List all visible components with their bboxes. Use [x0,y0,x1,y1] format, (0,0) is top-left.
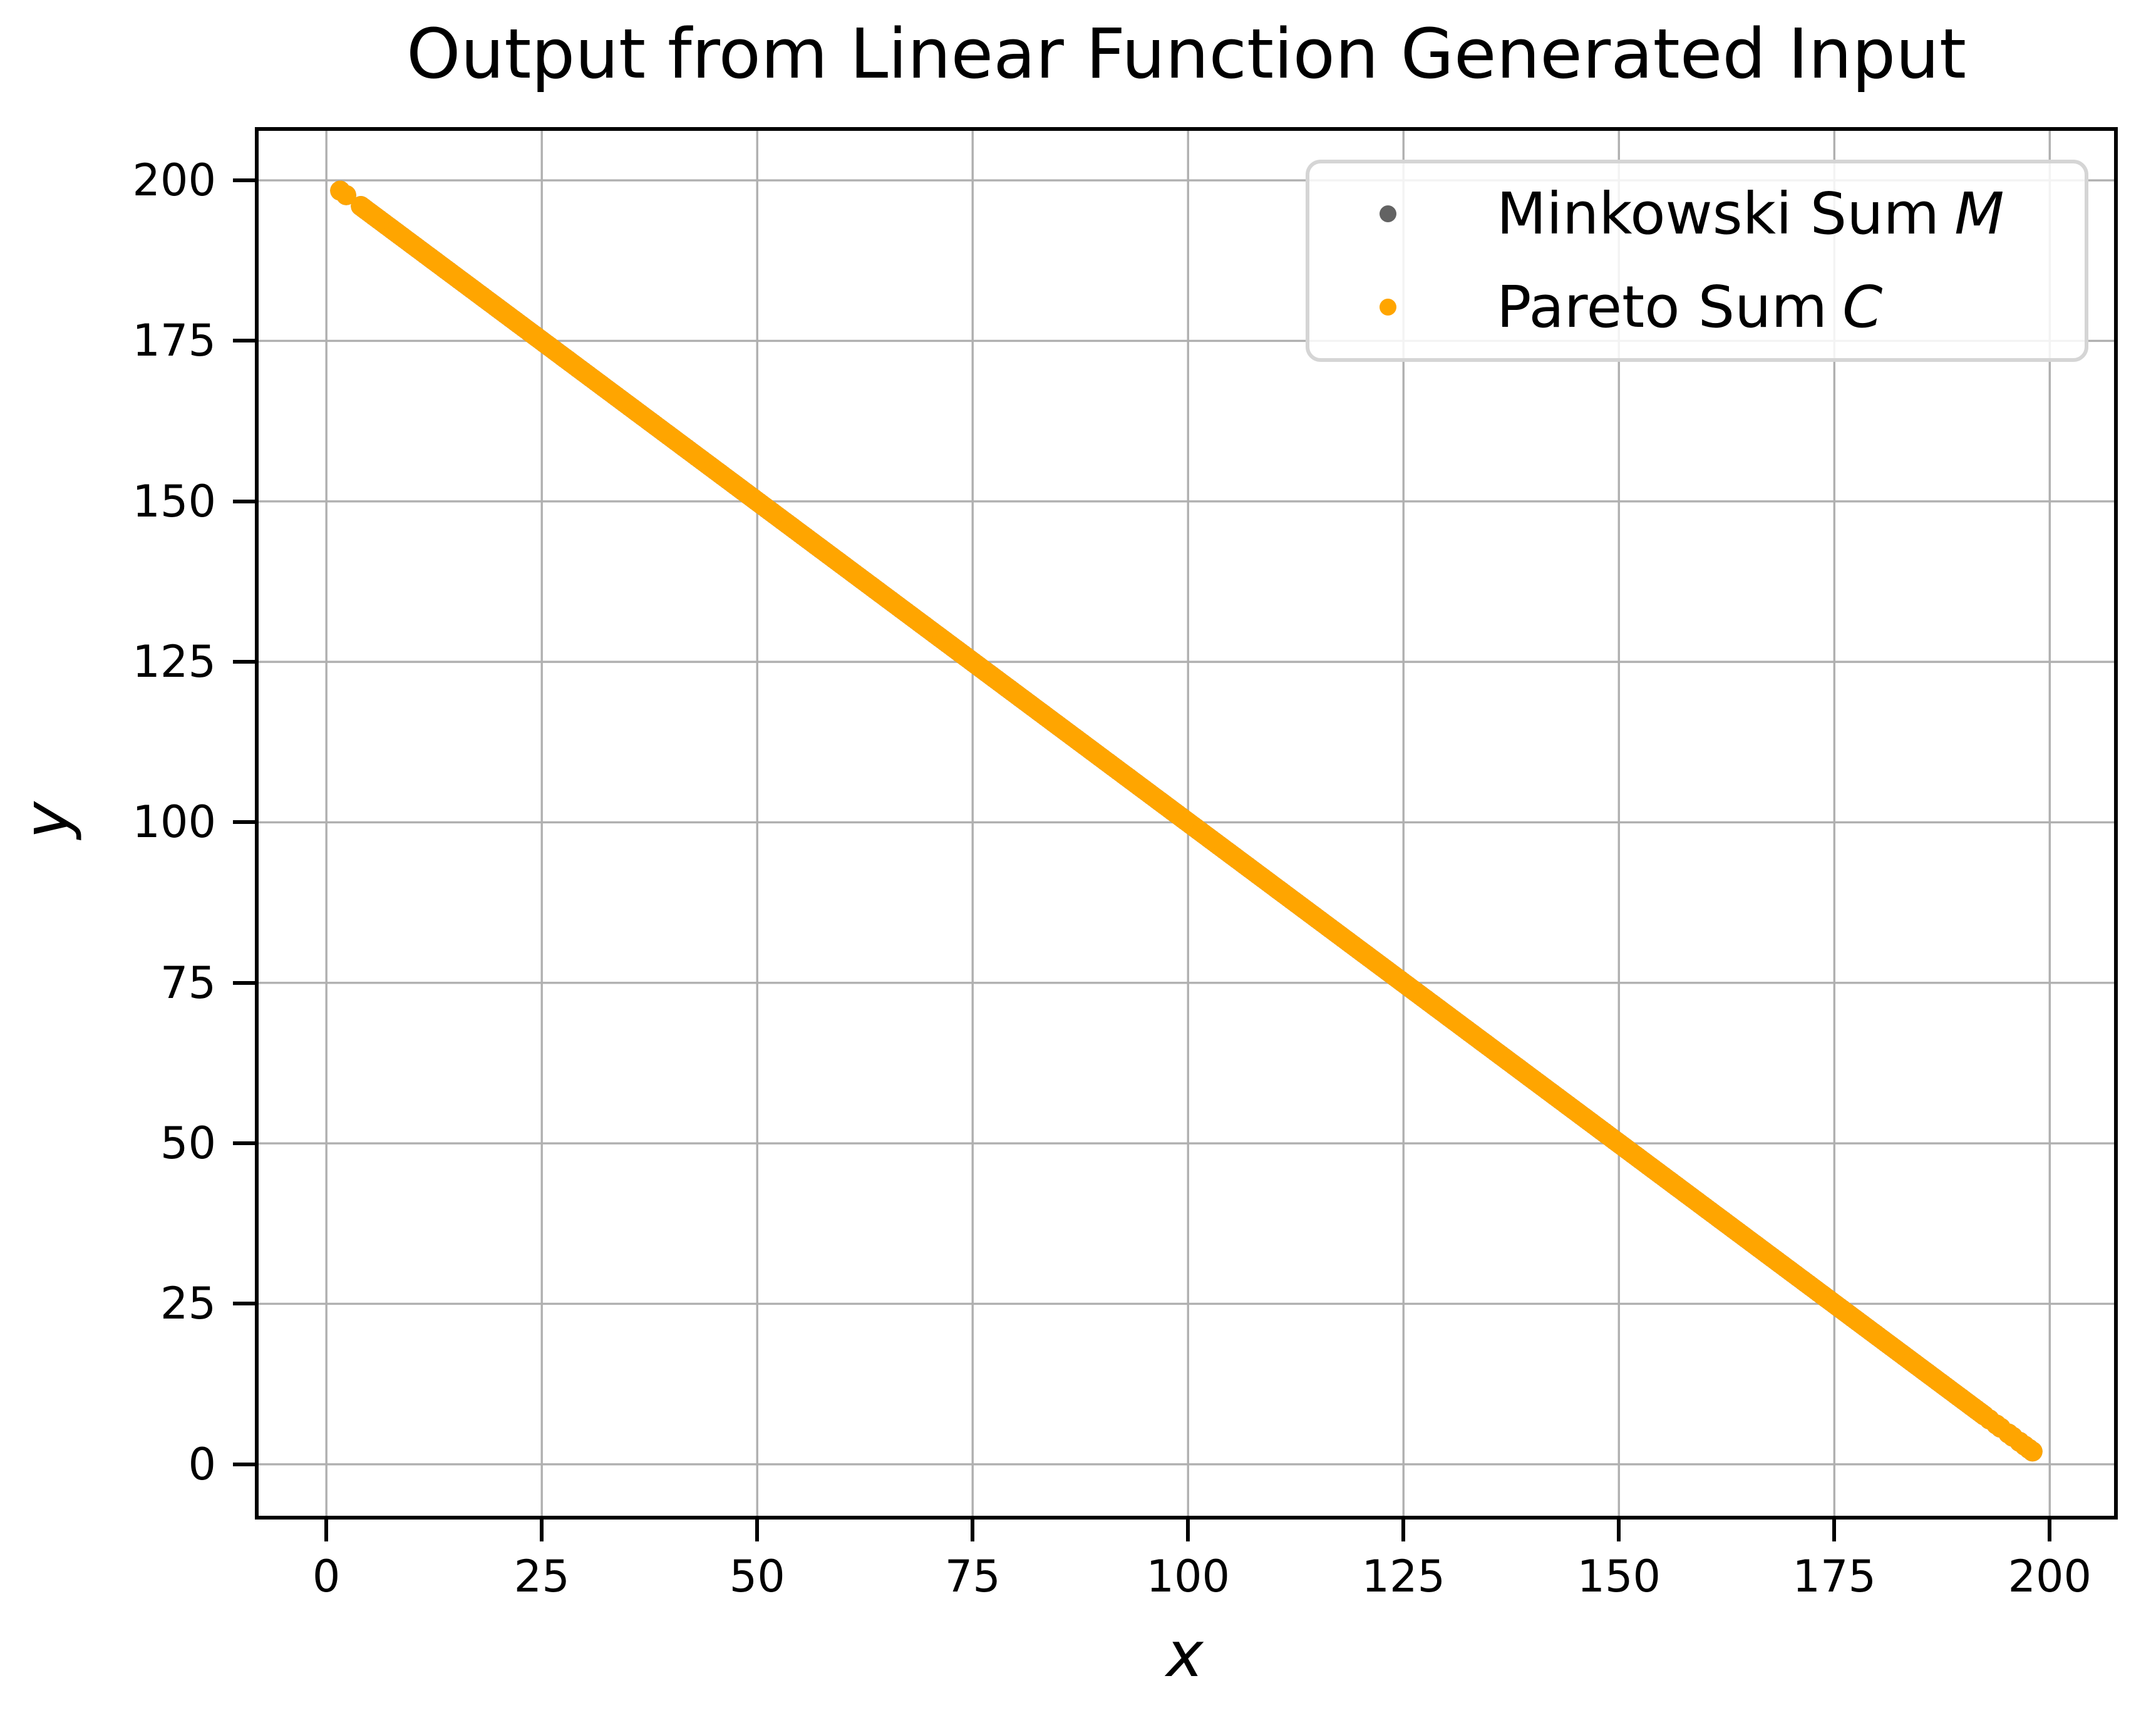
y-tick-label: 175 [132,315,216,367]
y-axis-label: y [10,801,83,839]
x-tick [1832,1518,1837,1541]
legend-entry-label: Minkowski Sum M [1497,185,2004,243]
y-tick [233,339,257,343]
y-tick-label: 200 [132,155,216,207]
x-tick-label: 50 [729,1551,785,1602]
legend-math-symbol: M [1954,180,2004,247]
x-tick-label: 175 [1792,1551,1877,1602]
legend-label-text: Pareto Sum [1497,273,1828,341]
legend-label-text: Minkowski Sum [1497,180,1940,247]
y-tick [233,1302,257,1306]
y-tick [233,980,257,985]
x-tick-label: 25 [513,1551,570,1602]
plot-area [255,127,2118,1520]
y-tick [233,178,257,183]
legend-math-symbol: C [1842,273,1883,341]
x-axis-label: x [1166,1618,1204,1691]
y-tick-label: 100 [132,796,216,848]
x-tick [971,1518,975,1541]
y-tick-label: 150 [132,475,216,527]
y-tick-label: 75 [160,957,216,1009]
x-tick [755,1518,760,1541]
x-tick-label: 100 [1146,1551,1230,1602]
legend: Minkowski Sum M Pareto Sum C [1306,160,2088,362]
y-tick-label: 0 [188,1438,216,1490]
x-tick [1401,1518,1406,1541]
x-tick-label: 150 [1577,1551,1661,1602]
pareto-marker-dot [1380,299,1396,316]
y-tick [233,820,257,825]
y-tick-label: 50 [160,1118,216,1170]
y-tick-label: 25 [160,1278,216,1330]
x-tick-label: 0 [312,1551,341,1602]
y-tick [233,1462,257,1466]
series-pareto-points [330,180,2043,1462]
y-tick [233,499,257,503]
x-tick-label: 200 [2008,1551,2092,1602]
chart-title: Output from Linear Function Generated In… [406,14,1967,94]
legend-entry-label: Pareto Sum C [1497,278,1882,336]
data-point [2022,1441,2043,1462]
x-tick [324,1518,329,1541]
minkowski-marker-dot [1380,205,1396,222]
x-tick [1617,1518,1621,1541]
x-tick [540,1518,544,1541]
legend-entry-minkowski: Minkowski Sum M [1309,167,2085,260]
y-tick [233,1141,257,1146]
y-tick [233,660,257,664]
x-tick [2048,1518,2052,1541]
data-point [336,185,356,205]
x-tick-label: 75 [944,1551,1001,1602]
legend-entry-pareto: Pareto Sum C [1309,260,2085,354]
x-tick [1186,1518,1190,1541]
y-tick-label: 125 [132,636,216,688]
x-tick-label: 125 [1361,1551,1446,1602]
